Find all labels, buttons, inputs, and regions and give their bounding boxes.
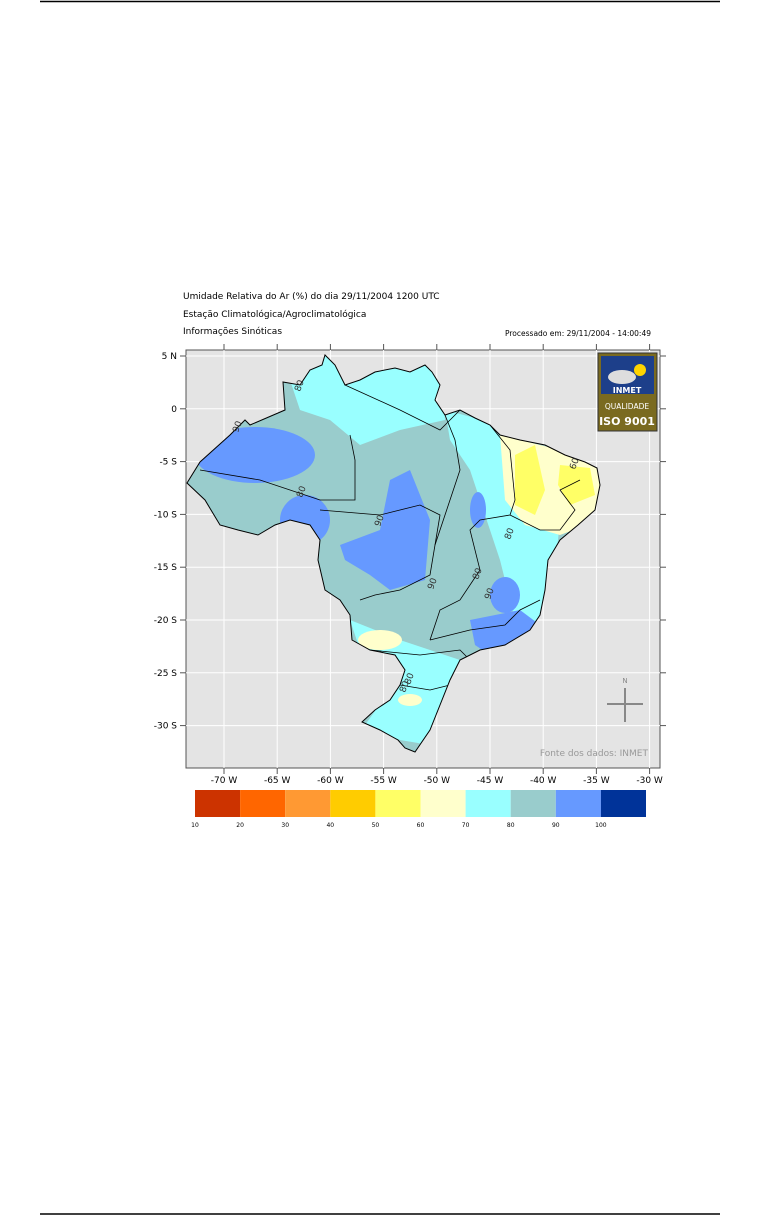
lon-tick-label: -35 W [583, 776, 610, 786]
legend: 10 20 30 40 50 60 70 80 90 100 [191, 790, 646, 829]
legend-swatch [555, 790, 601, 817]
legend-label: 10 [191, 822, 199, 829]
lat-tick-label: 5 N [162, 352, 177, 362]
contour-label: 60 [568, 457, 581, 471]
lon-tick-label: -30 W [636, 776, 663, 786]
logo: INMET QUALIDADE ISO 9001 [597, 352, 658, 432]
axis-ticks: 5 N 0 -5 S -10 S -15 S -20 S -25 S -30 S -70 W -6… [154, 344, 666, 786]
compass: N [607, 677, 643, 722]
lon-tick-label: -55 W [370, 776, 397, 786]
legend-label: 20 [236, 822, 244, 829]
source-note: Fonte dos dados: INMET [540, 749, 649, 759]
legend-label: 30 [281, 822, 289, 829]
contour-label: 80 [293, 379, 306, 393]
lat-tick-label: -10 S [154, 510, 178, 520]
contour-label: 90 [426, 577, 439, 591]
map-title: Umidade Relativa do Ar (%) do dia 29/11/… [183, 292, 440, 302]
contour-label: 80 [403, 672, 416, 686]
legend-label: 60 [417, 822, 425, 829]
contour-label: 80 [503, 527, 516, 541]
map-subtitle: Informações Sinóticas [183, 326, 282, 337]
contour-label: 90 [373, 514, 386, 528]
lat-tick-label: -20 S [154, 616, 178, 626]
lon-tick-label: -40 W [530, 776, 557, 786]
contour-label: 80 [398, 680, 411, 694]
lat-tick-label: -5 S [159, 458, 177, 468]
legend-swatch [420, 790, 466, 817]
legend-swatch [195, 790, 241, 817]
lat-tick-label: -15 S [154, 563, 178, 573]
contour-label: 80 [471, 567, 484, 581]
lat-tick-label: -25 S [154, 669, 178, 679]
compass-label: N [622, 677, 627, 685]
legend-swatch [285, 790, 331, 817]
legend-label: 100 [595, 822, 607, 829]
legend-label: 70 [462, 822, 470, 829]
legend-label: 50 [372, 822, 380, 829]
lon-tick-label: -60 W [317, 776, 344, 786]
contour-label: 90 [483, 587, 496, 601]
legend-swatch [510, 790, 556, 817]
lon-tick-label: -45 W [477, 776, 504, 786]
logo-line: QUALIDADE [605, 402, 649, 411]
legend-swatch [600, 790, 646, 817]
legend-swatch [465, 790, 511, 817]
lon-tick-label: -65 W [264, 776, 291, 786]
contour-label: 90 [231, 420, 244, 434]
legend-label: 90 [552, 822, 560, 829]
logo-line: ISO 9001 [599, 415, 655, 428]
lon-tick-label: -50 W [424, 776, 451, 786]
lat-tick-label: 0 [171, 405, 177, 415]
legend-swatch [240, 790, 286, 817]
legend-label: 40 [326, 822, 334, 829]
contour-label: 80 [295, 485, 308, 499]
legend-swatch [330, 790, 376, 817]
lat-tick-label: -30 S [154, 722, 178, 732]
processed-date: Processado em: 29/11/2004 - 14:00:49 [505, 329, 651, 338]
logo-name: INMET [613, 386, 642, 395]
legend-swatch [375, 790, 421, 817]
legend-label: 80 [507, 822, 515, 829]
lon-tick-label: -70 W [211, 776, 238, 786]
map-subtitle: Estação Climatológica/Agroclimatológica [183, 309, 366, 320]
